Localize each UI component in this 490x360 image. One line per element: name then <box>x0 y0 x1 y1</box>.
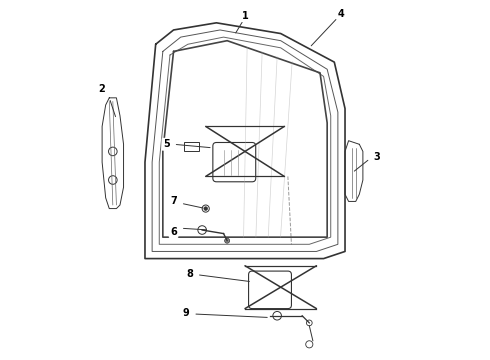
Circle shape <box>240 146 250 157</box>
Text: 6: 6 <box>170 227 177 237</box>
Text: 4: 4 <box>338 9 345 19</box>
FancyBboxPatch shape <box>213 143 256 182</box>
Text: 8: 8 <box>186 269 193 279</box>
Text: 2: 2 <box>99 84 105 94</box>
Bar <box>184 143 198 152</box>
Circle shape <box>275 282 286 293</box>
Text: 1: 1 <box>242 11 248 21</box>
FancyBboxPatch shape <box>248 271 292 309</box>
Circle shape <box>204 207 207 210</box>
Circle shape <box>224 238 230 243</box>
Text: 9: 9 <box>183 308 190 318</box>
Text: 7: 7 <box>170 197 177 206</box>
Text: 5: 5 <box>163 139 170 149</box>
Text: 3: 3 <box>374 152 381 162</box>
